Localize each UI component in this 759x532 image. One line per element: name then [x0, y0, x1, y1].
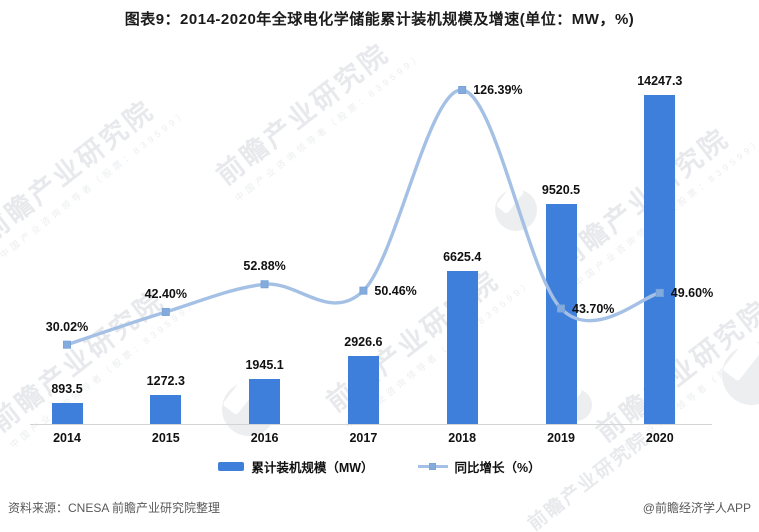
footer-source: 资料来源：CNESA 前瞻产业研究院整理: [8, 501, 221, 515]
legend-line-swatch-icon: [417, 462, 448, 472]
bar-2015: [150, 394, 182, 424]
bar-value-label: 893.5: [51, 382, 83, 397]
bar-2016: [249, 379, 281, 424]
growth-value-label: 52.88%: [243, 259, 286, 274]
legend-bar-swatch-icon: [218, 462, 245, 471]
bar-value-label: 1272.3: [146, 373, 185, 388]
line-marker: [458, 86, 467, 94]
x-axis-label-2015: 2015: [151, 431, 180, 445]
line-marker: [359, 286, 368, 295]
bar-2018: [446, 271, 478, 424]
x-axis-label-2016: 2016: [250, 431, 279, 445]
line-marker: [161, 307, 170, 316]
legend-item-growth-rate: 同比增长（%）: [417, 457, 541, 476]
line-marker: [63, 340, 71, 349]
growth-value-label: 30.02%: [45, 319, 89, 334]
bar-value-label: 6625.4: [443, 250, 482, 264]
x-axis-label-2020: 2020: [645, 431, 674, 445]
x-axis-label-2019: 2019: [547, 431, 575, 445]
legend-label: 累计装机规模（MW）: [251, 461, 374, 475]
growth-value-label: 43.70%: [572, 301, 615, 316]
bar-value-label: 1945.1: [245, 358, 284, 373]
x-axis-line: [30, 424, 712, 425]
legend: 累计装机规模（MW） 同比增长（%）: [0, 457, 759, 476]
bar-value-label: 14247.3: [637, 74, 683, 88]
growth-value-label: 42.40%: [144, 286, 187, 301]
bar-2020: [644, 95, 676, 424]
x-axis-label-2017: 2017: [349, 431, 378, 445]
bar-value-label: 2926.6: [344, 335, 383, 350]
bar-2017: [347, 356, 379, 424]
chart-title: 图表9：2014-2020年全球电化学储能累计装机规模及增速(单位：MW，%): [124, 11, 635, 28]
legend-item-installed-capacity: 累计装机规模（MW）: [218, 457, 374, 476]
bar-value-label: 9520.5: [541, 183, 581, 198]
x-axis-label-2018: 2018: [448, 431, 477, 445]
bar-2014: [51, 403, 83, 424]
x-axis-label-2014: 2014: [53, 431, 81, 445]
growth-value-label: 49.60%: [670, 285, 714, 300]
growth-value-label: 50.46%: [374, 283, 417, 298]
legend-label: 同比增长（%）: [454, 461, 541, 475]
footer-credit: @前瞻经济学人APP: [642, 501, 751, 515]
growth-value-label: 126.39%: [473, 83, 523, 97]
line-marker: [260, 280, 269, 289]
